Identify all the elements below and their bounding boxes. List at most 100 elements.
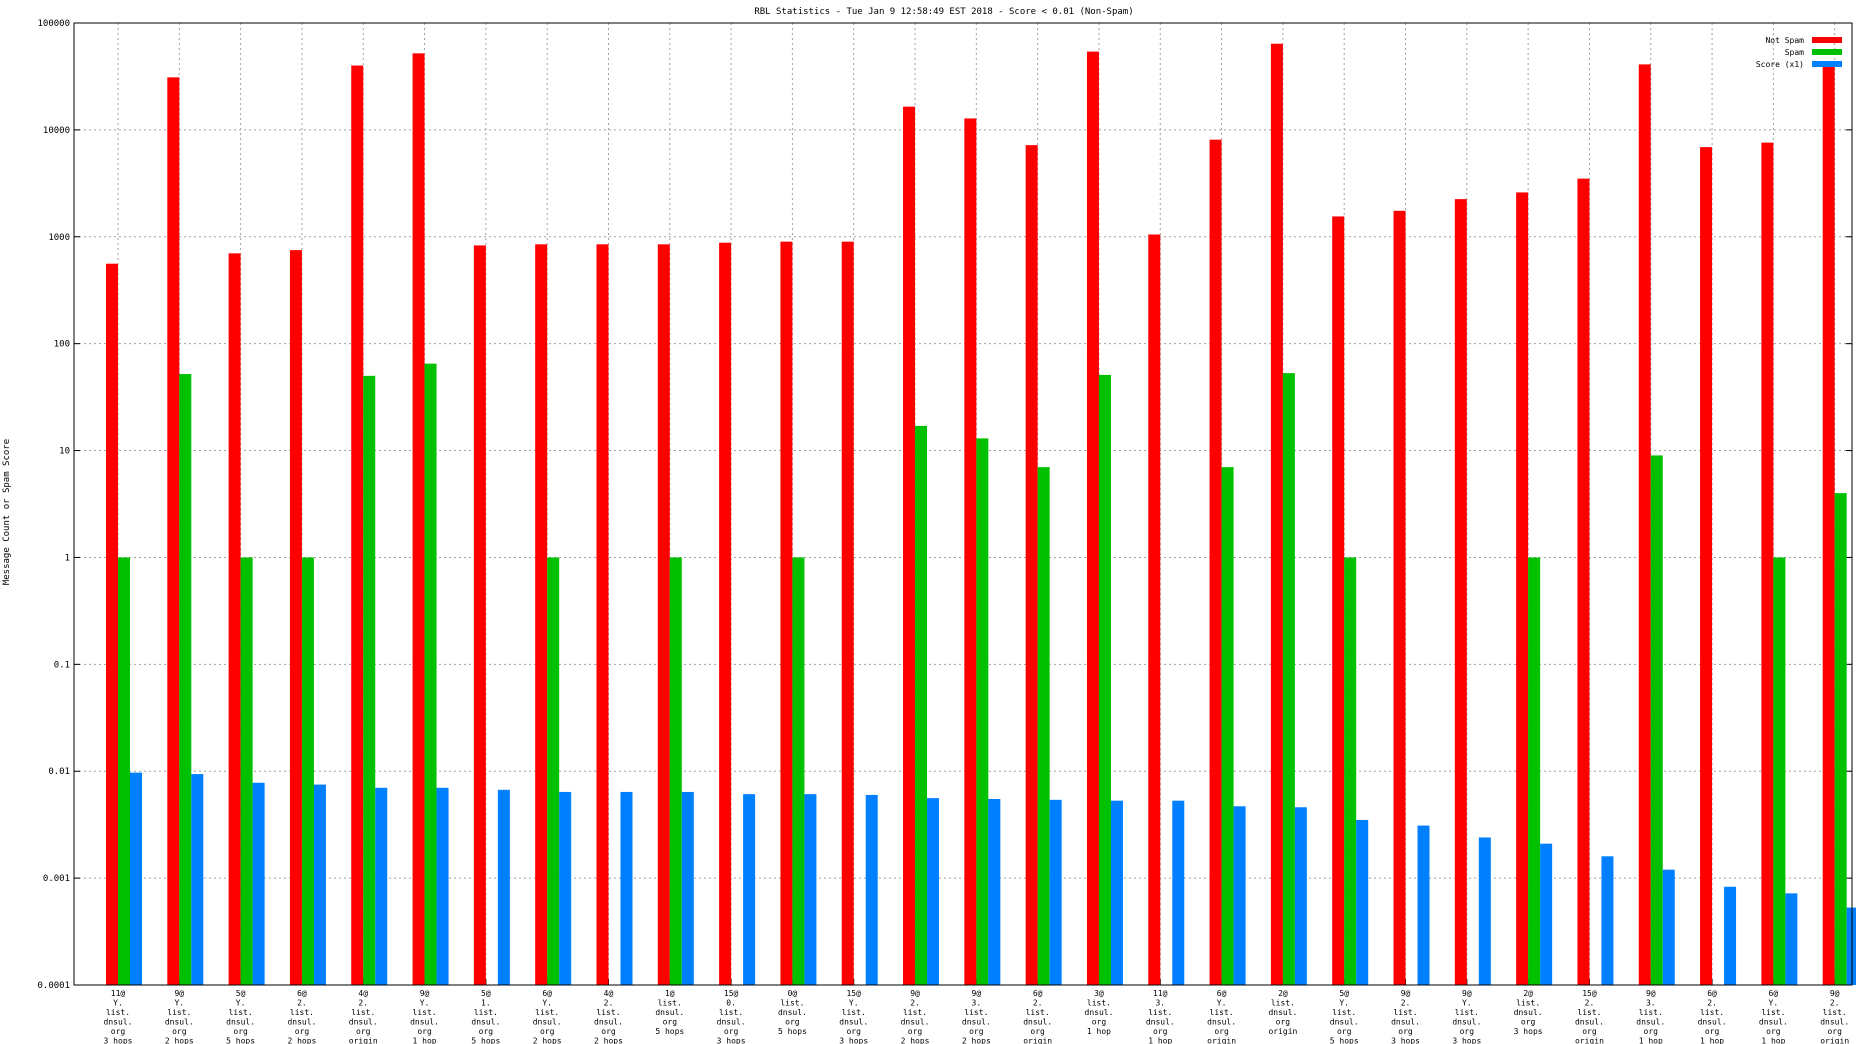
x-category-label: 9@ Y. list. dnsul. org 3 hops: [1452, 989, 1481, 1044]
bar-not-spam: [964, 118, 977, 986]
x-category-label: 11@ Y. list. dnsul. org 3 hops: [104, 989, 133, 1044]
y-tick-label: 10: [59, 447, 70, 457]
plot-frame: [73, 22, 1853, 986]
bar-not-spam: [351, 65, 364, 986]
x-category-label: 15@ 0. list. dnsul. org 3 hops: [717, 989, 746, 1044]
bar-score-x1: [375, 787, 388, 985]
bar-score-x1: [743, 794, 756, 985]
x-category-label: 9@ Y. list. dnsul. org 2 hops: [165, 989, 194, 1044]
bar-not-spam: [1209, 139, 1222, 985]
x-category-label: 6@ Y. list. dnsul. org 1 hop: [1759, 989, 1788, 1044]
bar-score-x1: [252, 782, 265, 985]
y-tick-label: 0.0001: [37, 981, 70, 991]
x-category-label: 1@ list. dnsul. org 5 hops: [655, 989, 684, 1036]
bar-not-spam: [1270, 43, 1283, 985]
bar-score-x1: [1172, 800, 1185, 985]
bar-not-spam: [1638, 64, 1651, 986]
bar-spam: [1528, 557, 1541, 985]
legend-label: Not Spam: [1765, 36, 1804, 45]
x-category-label: 4@ 2. list. dnsul. org 2 hops: [594, 989, 623, 1044]
x-category-label: 15@ Y. list. dnsul. org 3 hops: [839, 989, 868, 1044]
x-category-label: 2@ list. dnsul. org 3 hops: [1514, 989, 1543, 1036]
x-axis-category-labels: 11@ Y. list. dnsul. org 3 hops 9@ Y. list. dnsul.…: [104, 989, 1850, 1044]
legend: Not Spam Spam Score (x1): [1756, 36, 1842, 69]
x-category-label: 6@ 2. list. dnsul. org origin: [1023, 989, 1052, 1044]
bar-score-x1: [865, 794, 878, 985]
bar-score-x1: [1356, 819, 1369, 985]
bar-not-spam: [657, 244, 670, 985]
bar-spam: [976, 438, 989, 985]
bar-not-spam: [780, 241, 793, 985]
bar-score-x1: [988, 798, 1001, 985]
bar-score-x1: [313, 784, 326, 985]
bar-score-x1: [1601, 856, 1614, 985]
x-category-label: 11@ 3. list. dnsul. org 1 hop: [1146, 989, 1175, 1044]
bar-spam: [1650, 455, 1663, 985]
bar-score-x1: [1417, 825, 1430, 985]
x-category-label: 15@ 2. list. dnsul. org origin: [1575, 989, 1604, 1044]
x-category-label: 6@ 2. list. dnsul. org 1 hop: [1698, 989, 1727, 1044]
x-category-label: 4@ 2. list. dnsul. org origin: [349, 989, 378, 1044]
x-category-label: 3@ list. dnsul. org 1 hop: [1085, 989, 1114, 1036]
bar-not-spam: [719, 242, 732, 985]
bar-not-spam: [1086, 51, 1099, 986]
x-category-label: 5@ Y. list. dnsul. org 5 hops: [226, 989, 255, 1044]
bar-score-x1: [1540, 843, 1553, 985]
legend-swatch: [1812, 61, 1842, 67]
x-category-label: 9@ 2. list. dnsul. org 2 hops: [901, 989, 930, 1044]
y-tick-label: 0.001: [43, 874, 70, 884]
y-axis-label: Message Count or Spam Score: [2, 439, 12, 585]
bar-spam: [1344, 557, 1357, 985]
y-axis-ticks: 0.0001 0.001 0.01 0.1 1 10 100 1000 10000 100000: [37, 19, 1852, 991]
bar-not-spam: [1025, 145, 1038, 986]
bar-not-spam: [596, 244, 609, 985]
bar-score-x1: [1478, 837, 1491, 985]
bar-not-spam: [1761, 142, 1774, 985]
bar-spam: [363, 375, 376, 986]
bar-score-x1: [1724, 886, 1737, 985]
bar-spam: [1282, 373, 1295, 985]
bar-spam: [1221, 467, 1234, 985]
bar-not-spam: [106, 263, 118, 985]
bar-not-spam: [1454, 199, 1467, 986]
y-tick-label: 0.1: [54, 660, 70, 670]
bar-score-x1: [559, 791, 572, 985]
bar-spam: [792, 557, 805, 985]
x-category-label: 6@ Y. list. dnsul. org origin: [1207, 989, 1236, 1044]
bar-not-spam: [903, 106, 916, 985]
x-category-label: 9@ 3. list. dnsul. org 1 hop: [1636, 989, 1665, 1044]
bar-not-spam: [289, 250, 302, 986]
bar-score-x1: [804, 794, 817, 985]
y-tick-label: 1: [65, 553, 70, 563]
bar-not-spam: [1700, 147, 1713, 985]
bar-score-x1: [1049, 799, 1062, 985]
y-tick-label: 1000: [48, 233, 70, 243]
bar-spam: [1773, 557, 1786, 985]
y-tick-label: 100: [54, 340, 70, 350]
bar-spam: [240, 557, 253, 985]
y-tick-label: 100000: [37, 19, 70, 29]
bar-score-x1: [130, 772, 142, 985]
bar-not-spam: [1148, 234, 1161, 985]
x-category-label: 2@ list. dnsul. org origin: [1268, 989, 1297, 1036]
bar-spam: [669, 557, 682, 985]
bars: [106, 43, 1856, 986]
x-category-label: 6@ 2. list. dnsul. org 2 hops: [287, 989, 316, 1044]
legend-label: Score (x1): [1756, 60, 1804, 69]
bar-spam: [118, 557, 130, 985]
chart-title: RBL Statistics - Tue Jan 9 12:58:49 EST …: [754, 7, 1133, 17]
x-category-label: 9@ 2. list. dnsul. org 3 hops: [1391, 989, 1420, 1044]
x-category-label: 0@ list. dnsul. org 5 hops: [778, 989, 807, 1036]
legend-label: Spam: [1785, 48, 1804, 57]
bar-score-x1: [681, 791, 694, 985]
x-category-label: 9@ Y. list. dnsul. org 1 hop: [410, 989, 439, 1044]
x-category-label: 5@ Y. list. dnsul. org 5 hops: [1330, 989, 1359, 1044]
bar-score-x1: [1110, 800, 1123, 985]
bar-not-spam: [412, 53, 425, 986]
bar-not-spam: [228, 253, 241, 985]
y-tick-label: 0.01: [48, 767, 70, 777]
bar-not-spam: [1393, 210, 1406, 986]
bar-score-x1: [1233, 806, 1246, 985]
bar-score-x1: [1846, 907, 1856, 985]
